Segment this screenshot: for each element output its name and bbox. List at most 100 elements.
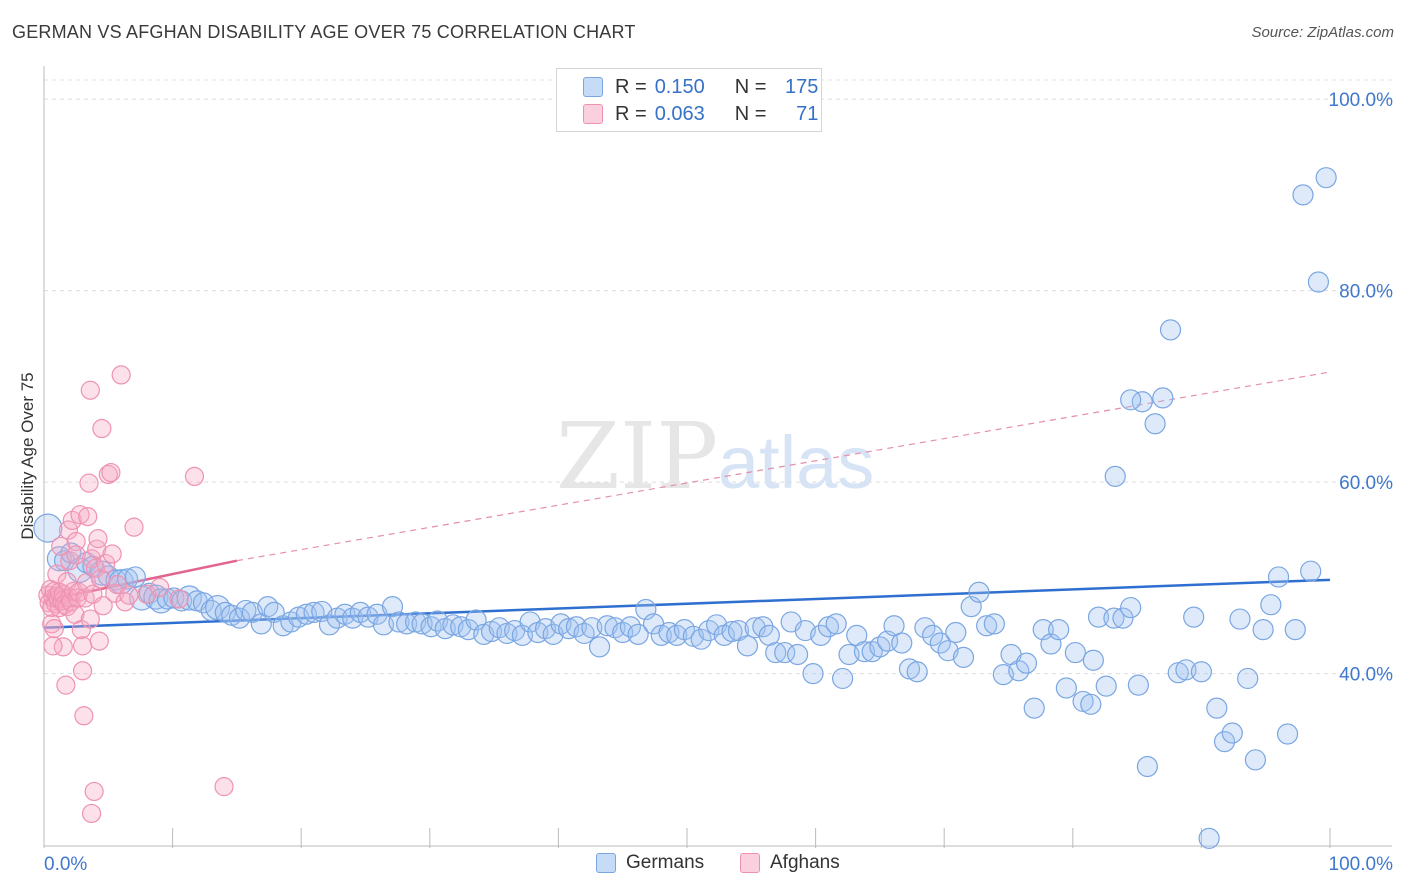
legend-r-value: 0.150 [654,75,705,98]
point-germans [1144,413,1166,435]
point-afghans [58,520,79,540]
point-germans [1213,731,1236,753]
series-legend-afghans: Afghans [740,852,840,874]
y-tick-label: 100.0% [1329,90,1394,111]
watermark-atlas: atlas [718,421,874,504]
point-germans [396,613,418,635]
point-germans [968,581,990,603]
point-afghans [76,573,97,593]
point-germans [1307,271,1330,293]
point-afghans [84,781,104,802]
chart-title: GERMAN VS AFGHAN DISABILITY AGE OVER 75 … [12,22,636,42]
point-germans [929,632,951,654]
point-germans [914,617,936,639]
x-tick-label: 0.0% [44,854,87,875]
point-germans [721,620,743,643]
point-afghans [72,636,93,656]
point-afghans [150,577,170,598]
point-afghans [74,706,94,726]
point-afghans [214,777,234,797]
point-germans [588,636,611,658]
point-germans [511,624,533,646]
point-germans [366,603,388,625]
series-swatch-afghans [740,853,760,873]
point-germans [1120,596,1142,619]
point-germans [1221,722,1243,744]
point-germans [1015,652,1038,674]
watermark: ZIP atlas [556,403,874,510]
point-germans [627,623,649,645]
point-germans [1284,619,1306,641]
point-germans [192,592,215,614]
point-germans [1082,649,1104,671]
point-afghans [53,637,73,657]
y-tick-label: 40.0% [1339,665,1393,686]
series-label-germans: Germans [626,852,705,873]
legend-r-label: R = [615,75,647,98]
series-legend: Germans Afghans [0,852,1406,878]
legend-r-label: R = [615,102,647,125]
point-germans [1300,560,1322,582]
point-germans [1292,184,1314,206]
point-germans [1087,606,1110,628]
series-swatch-germans [596,853,616,873]
x-tick-label: 100.0% [1329,854,1394,875]
point-germans [1048,619,1070,641]
point-afghans [66,531,86,552]
point-germans [838,643,860,666]
legend-n-value: 71 [796,102,819,125]
point-germans [1008,660,1030,682]
point-afghans [56,675,76,695]
point-germans [1103,607,1125,629]
point-afghans [70,505,90,525]
point-germans [1315,167,1337,189]
data-points [33,167,1337,849]
y-tick-label: 60.0% [1339,473,1393,494]
point-germans [388,611,410,633]
point-germans [1252,619,1274,641]
point-germans [1183,606,1205,628]
point-germans [295,603,317,625]
point-germans [976,615,998,637]
legend-n-label: N = [734,75,767,98]
point-afghans [79,473,99,493]
tick-labels: 40.0% 60.0% 80.0% 100.0% 0.0% 100.0% Disabilit… [18,90,1393,875]
legend-swatch-afghans [583,104,603,124]
legend: R = 0.150 N = 175 R = 0.063 N = 71 [556,68,822,132]
series-legend-germans: Germans [596,852,704,874]
point-afghans [169,589,189,609]
point-germans [257,596,279,618]
point-germans [1112,607,1134,629]
axes [43,66,1392,848]
point-germans [690,628,712,650]
point-germans [1152,387,1174,409]
legend-swatch-germans [583,77,603,97]
legend-n-value: 175 [785,75,819,98]
point-afghans [78,507,98,527]
point-germans [832,667,854,690]
point-afghans [51,536,71,556]
point-afghans [96,553,116,574]
trend-afghans-extension [236,371,1331,562]
point-afghans [80,609,100,629]
point-afghans [184,466,205,487]
point-afghans [67,588,88,608]
point-afghans [44,619,64,639]
point-germans [802,663,824,685]
point-germans [1127,674,1149,696]
point-germans [752,616,774,638]
point-germans [1244,749,1267,771]
point-germans [581,617,603,639]
point-afghans [87,539,107,559]
point-germans [372,614,395,636]
legend-n-label: N = [734,102,767,125]
point-afghans [111,365,131,385]
point-afghans [62,510,82,531]
point-germans [1095,675,1117,697]
legend-row-afghans: R = 0.063 N = 71 [583,101,818,127]
point-afghans [93,596,113,616]
point-afghans [72,661,93,681]
point-germans [1206,697,1228,719]
legend-r-value: 0.063 [654,102,705,125]
